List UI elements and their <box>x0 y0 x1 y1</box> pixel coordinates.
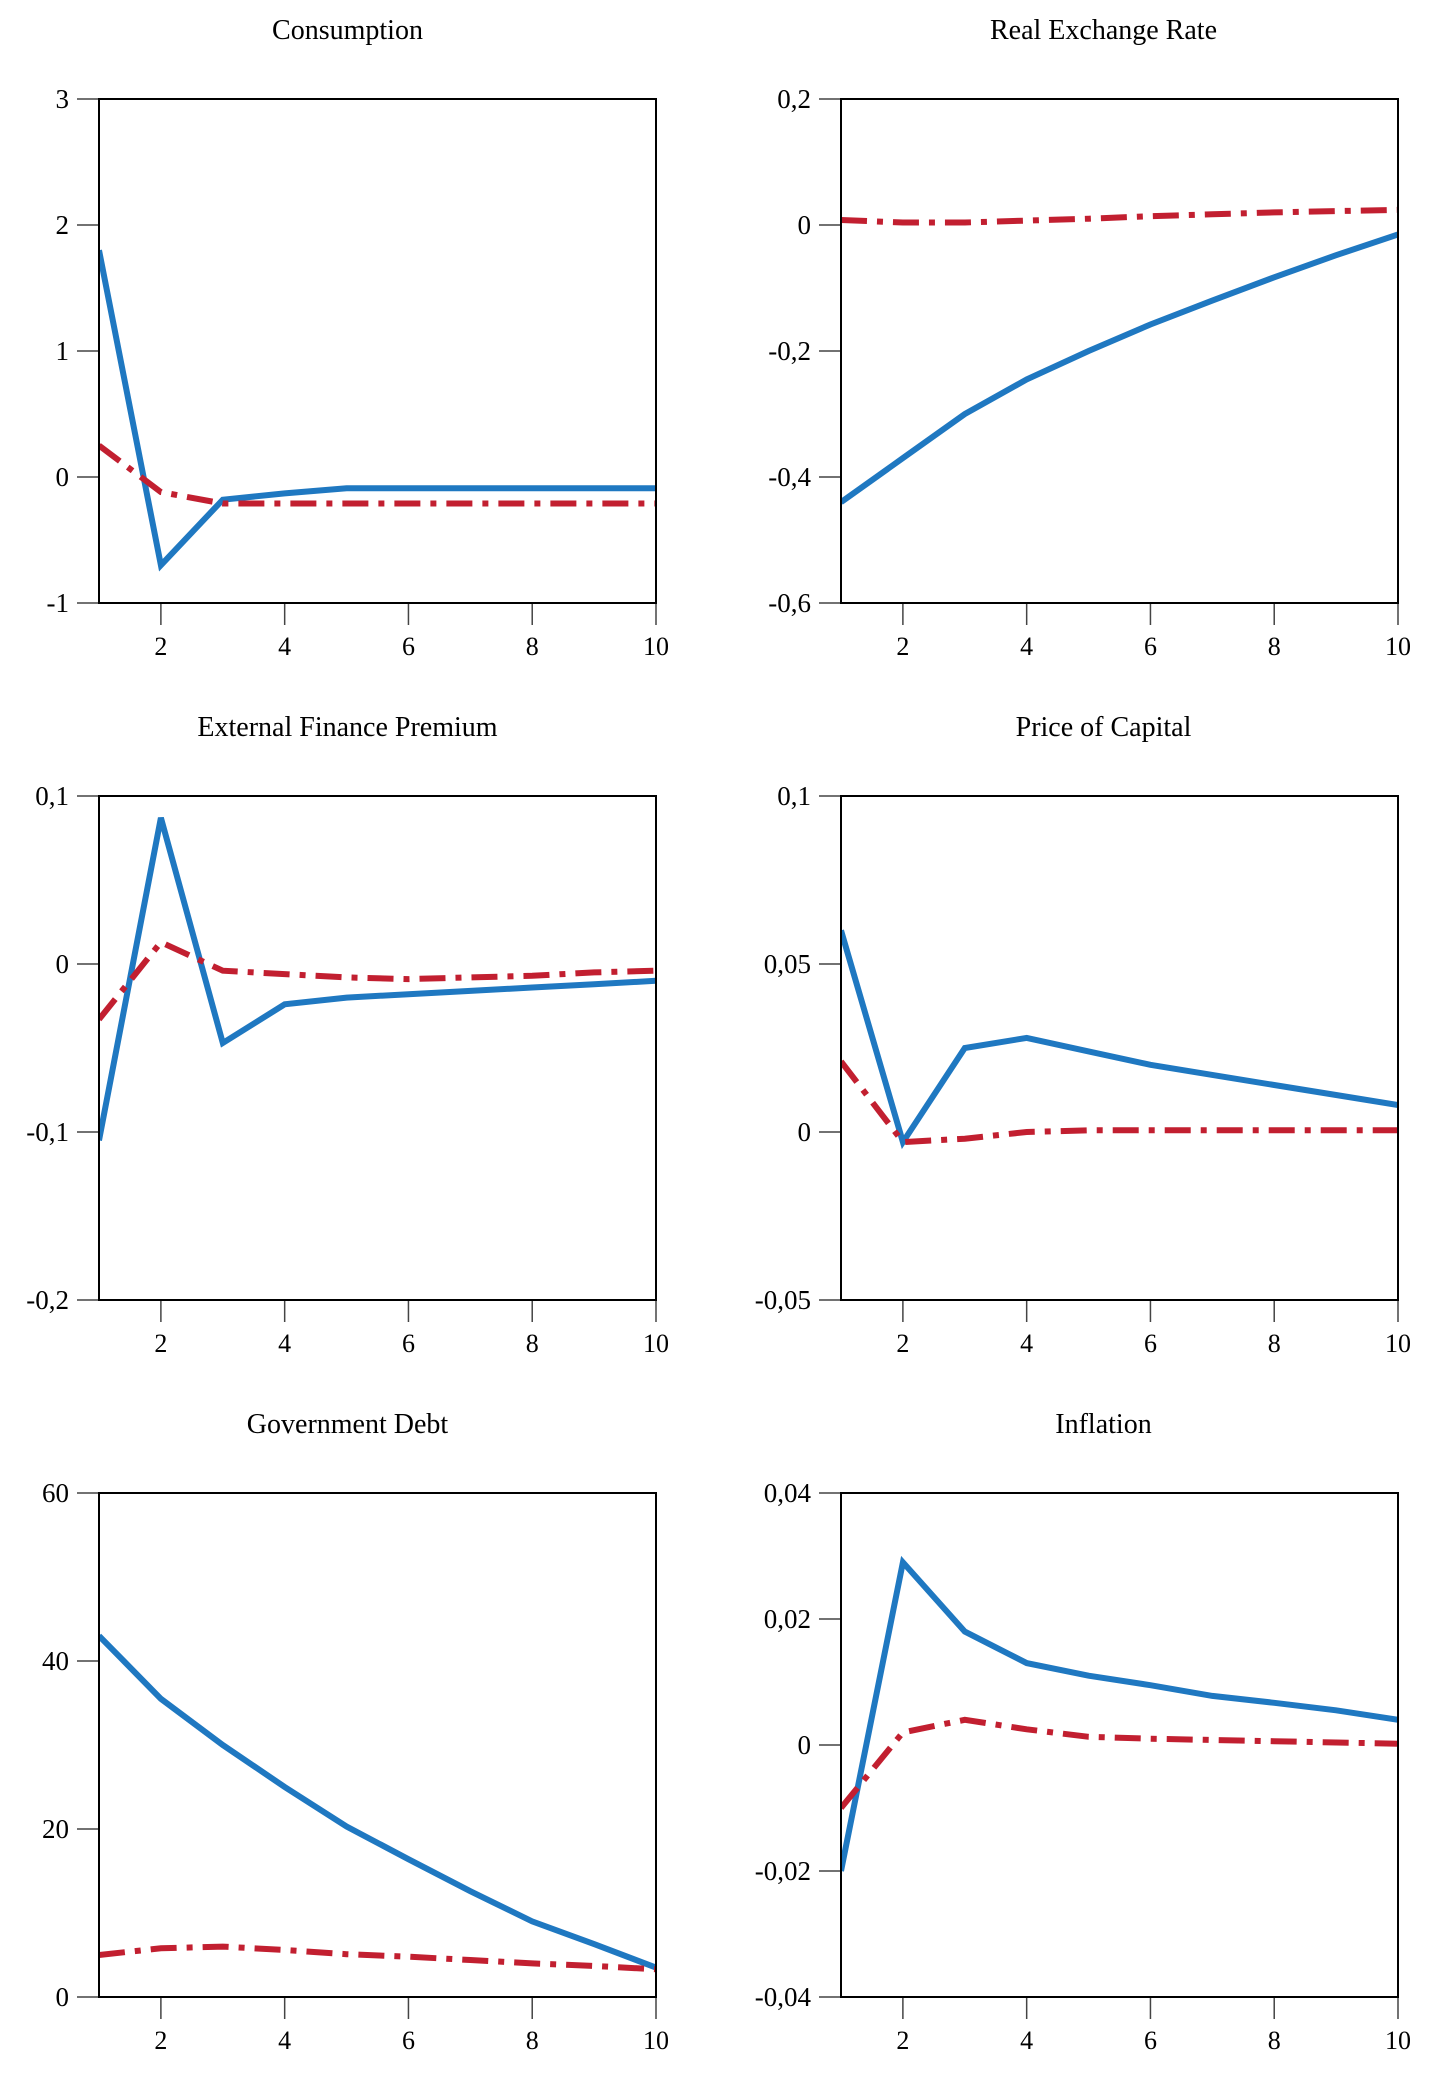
panel-3: External Finance Premium 0,1 0 -0,1 -0,2 2 4 6 8… <box>26 712 669 1358</box>
x-tick-label: 6 <box>1144 1329 1157 1358</box>
series-dashdot-line <box>841 1716 1398 1810</box>
series-solid-line <box>841 1555 1398 1872</box>
x-tick-label: 2 <box>154 2026 167 2055</box>
x-tick-label: 6 <box>1144 2026 1157 2055</box>
x-tick-label: 8 <box>1268 2026 1281 2055</box>
plot-frame <box>840 98 1399 604</box>
y-tick-label: -0,2 <box>768 336 811 366</box>
y-tick-label: -0,02 <box>755 1856 811 1886</box>
panel-6: Inflation 0,04 0,02 0 -0,02 -0,04 2 4 6 8 10 <box>755 1409 1411 2055</box>
x-tick-label: 8 <box>1268 632 1281 661</box>
x-tick-label: 10 <box>1385 1329 1411 1358</box>
series-solid-line <box>99 817 656 1141</box>
series-solid-line <box>99 1633 656 1971</box>
y-tick-label: -1 <box>47 588 70 618</box>
panel-title: Government Debt <box>247 1409 449 1440</box>
panel-title: Inflation <box>1055 1409 1151 1440</box>
y-tick-label: 0 <box>56 1982 70 2012</box>
x-tick-label: 2 <box>154 1329 167 1358</box>
x-tick-label: 8 <box>1268 1329 1281 1358</box>
panel-title: External Finance Premium <box>197 712 497 743</box>
y-tick-label: 3 <box>56 84 70 114</box>
y-tick-label: 0 <box>798 1730 812 1760</box>
y-tick-label: 1 <box>56 336 70 366</box>
x-tick-label: 6 <box>1144 632 1157 661</box>
x-tick-label: 10 <box>643 1329 669 1358</box>
series-solid-line <box>841 929 1398 1150</box>
series-solid-line <box>99 249 656 572</box>
x-tick-label: 10 <box>643 2026 669 2055</box>
x-tick-label: 8 <box>526 1329 539 1358</box>
plot-frame <box>840 795 1399 1301</box>
x-tick-label: 4 <box>1020 2026 1033 2055</box>
y-tick-label: 40 <box>42 1646 69 1676</box>
y-tick-label: -0,05 <box>755 1285 811 1315</box>
x-tick-label: 10 <box>1385 2026 1411 2055</box>
y-tick-label: 0 <box>56 462 70 492</box>
x-tick-label: 10 <box>643 632 669 661</box>
panel-title: Real Exchange Rate <box>990 15 1217 46</box>
plot-frame <box>840 1492 1399 1998</box>
x-tick-label: 6 <box>402 632 415 661</box>
x-tick-label: 4 <box>278 632 291 661</box>
y-tick-label: 20 <box>42 1814 69 1844</box>
y-tick-label: -0,1 <box>26 1117 69 1147</box>
y-tick-label: 0 <box>798 210 812 240</box>
y-tick-label: 0,05 <box>764 949 811 979</box>
plot-frame <box>98 795 657 1301</box>
x-tick-label: 4 <box>278 2026 291 2055</box>
plot-frame <box>98 1492 657 1998</box>
x-tick-label: 6 <box>402 1329 415 1358</box>
x-tick-label: 8 <box>526 2026 539 2055</box>
x-tick-label: 2 <box>154 632 167 661</box>
x-tick-label: 4 <box>278 1329 291 1358</box>
x-tick-label: 4 <box>1020 1329 1033 1358</box>
y-tick-label: 0 <box>56 949 70 979</box>
x-tick-label: 6 <box>402 2026 415 2055</box>
x-tick-label: 2 <box>896 632 909 661</box>
series-dashdot-line <box>99 1943 656 1973</box>
y-tick-label: -0,2 <box>26 1285 69 1315</box>
series-dashdot-line <box>841 206 1398 226</box>
y-tick-label: 0,04 <box>764 1478 812 1508</box>
series-solid-line <box>841 231 1398 505</box>
y-tick-label: 0 <box>798 1117 812 1147</box>
panel-2: Real Exchange Rate 0,2 0 -0,2 -0,4 -0,6 2 4 6 8 10 <box>768 15 1411 661</box>
y-tick-label: 2 <box>56 210 70 240</box>
y-tick-label: 0,1 <box>35 781 69 811</box>
series-dashdot-line <box>99 443 656 507</box>
x-tick-label: 2 <box>896 1329 909 1358</box>
y-tick-label: 60 <box>42 1478 69 1508</box>
plot-frame <box>98 98 657 604</box>
x-tick-label: 4 <box>1020 632 1033 661</box>
x-tick-label: 8 <box>526 632 539 661</box>
y-tick-label: -0,04 <box>755 1982 812 2012</box>
x-tick-label: 10 <box>1385 632 1411 661</box>
y-tick-label: 0,2 <box>777 84 811 114</box>
y-tick-label: -0,4 <box>768 462 811 492</box>
y-tick-label: -0,6 <box>768 588 811 618</box>
x-tick-label: 2 <box>896 2026 909 2055</box>
y-tick-label: 0,02 <box>764 1604 811 1634</box>
panel-5: Government Debt 60 40 20 0 2 4 6 8 10 <box>42 1409 669 2055</box>
panel-4: Price of Capital 0,1 0,05 0 -0,05 2 4 6 8 10 <box>755 712 1411 1358</box>
y-tick-label: 0,1 <box>777 781 811 811</box>
series-dashdot-line <box>99 938 656 1022</box>
panel-title: Price of Capital <box>1016 712 1192 743</box>
series-dashdot-line <box>841 1059 1398 1146</box>
panel-title: Consumption <box>272 15 423 46</box>
